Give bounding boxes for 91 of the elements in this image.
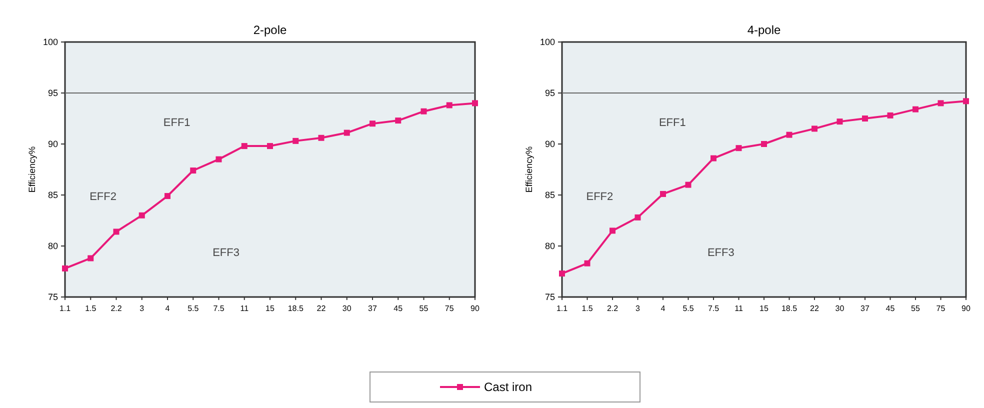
y-tick-label: 90 [48, 139, 58, 150]
y-tick-label: 85 [544, 190, 555, 200]
point [584, 260, 590, 266]
x-tick-label: 11 [734, 304, 744, 313]
legend-label: Cast iron [484, 380, 532, 394]
x-tick-label: 75 [936, 304, 946, 313]
point [267, 143, 273, 150]
y-tick-label: 90 [544, 139, 555, 150]
point [786, 132, 792, 138]
point [164, 193, 170, 200]
x-tick-label: 45 [394, 304, 404, 313]
y-tick-label: 100 [540, 37, 555, 48]
x-tick-label: 55 [419, 304, 429, 313]
x-tick-label: 5.5 [682, 304, 694, 313]
x-tick-label: 37 [368, 304, 378, 313]
point [62, 265, 68, 272]
x-tick-label: 4 [165, 304, 170, 313]
point [610, 228, 616, 234]
x-tick-label: 37 [860, 304, 870, 313]
y-tick-label: 80 [544, 241, 555, 252]
x-tick-label: 11 [240, 304, 250, 313]
point [472, 100, 478, 106]
x-tick-label: 22 [810, 304, 820, 313]
x-tick-label: 5.5 [188, 304, 200, 313]
chart-title: 2-pole [253, 23, 288, 37]
x-tick-label: 7.5 [213, 304, 225, 313]
x-tick-label: 3 [140, 304, 145, 313]
x-tick-label: 2.2 [606, 304, 619, 313]
x-tick-label: 90 [962, 304, 971, 313]
x-tick-label: 90 [470, 304, 480, 313]
point [685, 182, 692, 188]
x-tick-label: 2.2 [110, 304, 122, 313]
x-tick-label: 22 [316, 304, 326, 313]
x-tick-label: 1.1 [59, 304, 72, 313]
x-tick-label: 30 [342, 304, 352, 313]
point [446, 102, 452, 108]
point [887, 112, 894, 118]
annotation: EFF1 [658, 117, 686, 130]
annotation: EFF2 [90, 191, 117, 204]
point [836, 118, 843, 125]
point [138, 212, 145, 218]
x-tick-label: 1.1 [556, 304, 568, 313]
y-axis-title: Efficiency% [27, 146, 37, 193]
y-tick-label: 100 [42, 37, 58, 48]
y-tick-label: 75 [48, 292, 58, 302]
point [113, 228, 120, 235]
annotation: EFF3 [707, 247, 734, 260]
annotation: EFF2 [586, 191, 614, 204]
point [912, 106, 918, 112]
x-tick-label: 7.5 [708, 304, 720, 313]
point [812, 126, 818, 132]
point [420, 108, 427, 114]
point [761, 141, 767, 147]
y-tick-label: 95 [544, 88, 555, 98]
annotation: EFF1 [163, 117, 190, 130]
x-tick-label: 3 [636, 304, 641, 313]
x-tick-label: 18.5 [781, 304, 798, 313]
point [736, 145, 742, 152]
point [344, 130, 350, 136]
point [88, 255, 94, 262]
point [190, 168, 196, 174]
point [559, 270, 565, 277]
x-tick-label: 15 [760, 304, 769, 313]
x-tick-label: 15 [266, 304, 275, 313]
point [634, 214, 641, 220]
point [395, 118, 402, 124]
point [292, 138, 299, 144]
x-tick-label: 1.5 [582, 304, 594, 313]
x-tick-label: 1.5 [85, 304, 97, 313]
x-tick-label: 4 [660, 304, 666, 313]
point [862, 116, 868, 122]
point [216, 156, 222, 162]
x-tick-label: 18.5 [288, 304, 304, 313]
y-tick-label: 95 [48, 88, 58, 98]
y-tick-label: 75 [544, 292, 555, 302]
point [370, 120, 376, 127]
y-tick-label: 80 [48, 241, 58, 252]
x-tick-label: 45 [886, 304, 896, 313]
point [710, 155, 716, 162]
point [963, 98, 969, 104]
point [660, 190, 666, 197]
x-tick-label: 55 [911, 304, 920, 313]
point [318, 134, 324, 141]
point [938, 100, 944, 106]
point [241, 143, 248, 150]
x-tick-label: 30 [835, 304, 845, 313]
y-tick-label: 85 [48, 190, 58, 200]
y-axis-title: Efficiency% [524, 146, 534, 193]
annotation: EFF3 [212, 247, 240, 260]
chart-title: 4-pole [747, 23, 782, 37]
x-tick-label: 75 [444, 304, 454, 313]
